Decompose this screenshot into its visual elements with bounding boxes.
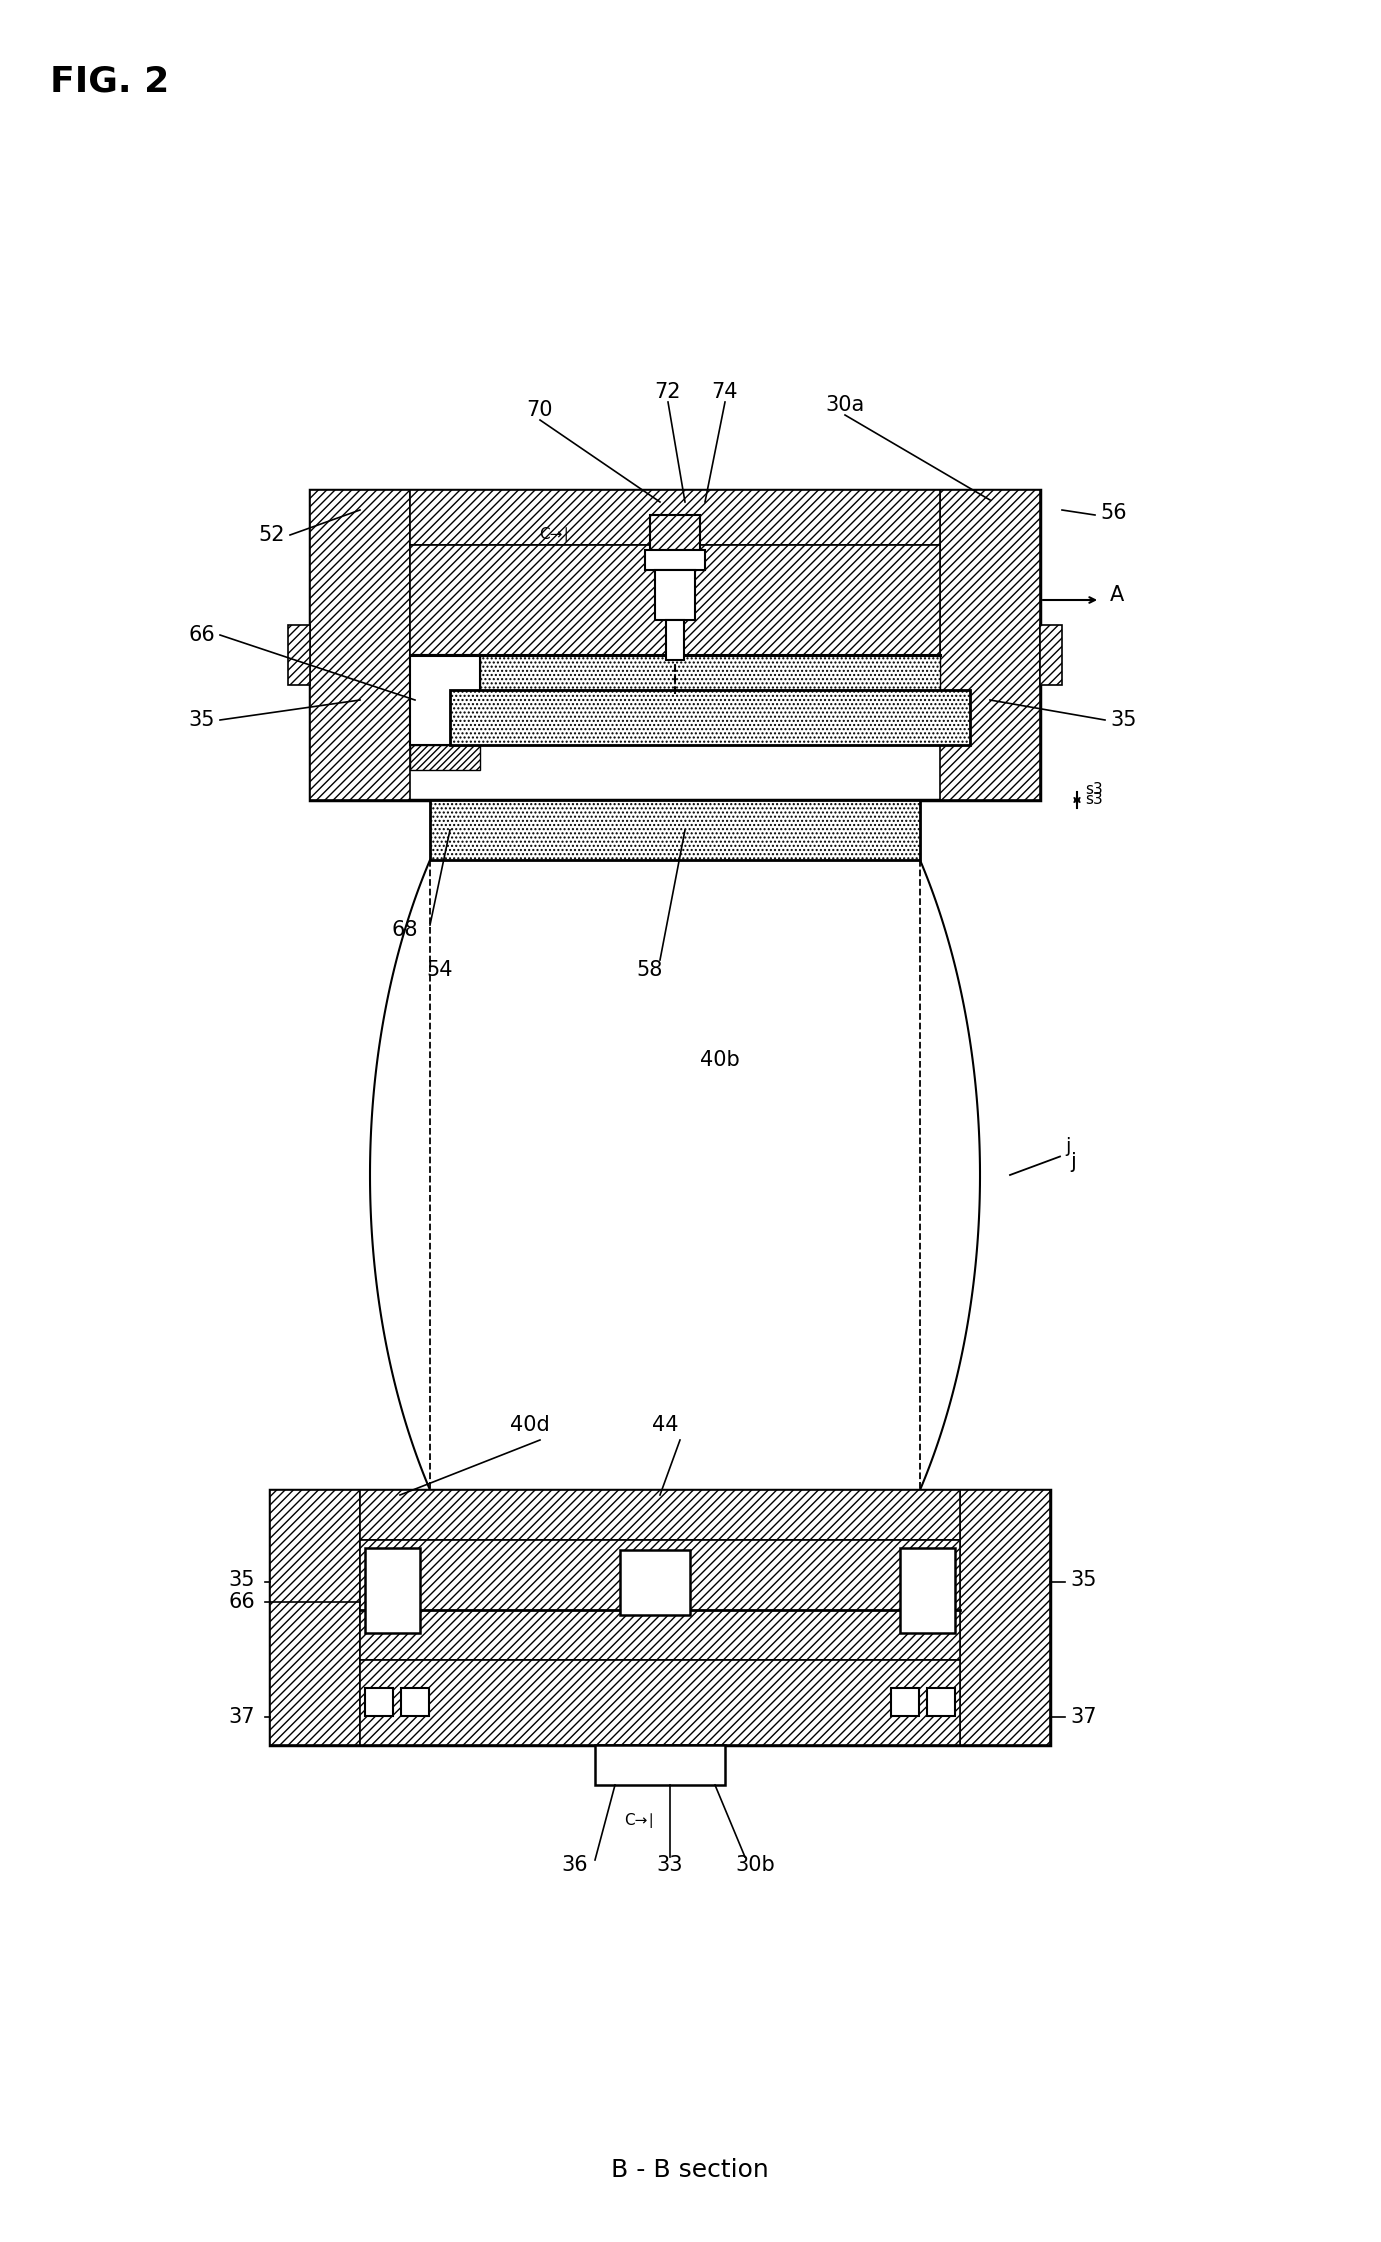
Bar bbox=[429, 800, 920, 861]
Text: 44: 44 bbox=[652, 1415, 678, 1435]
Text: 35: 35 bbox=[188, 711, 215, 731]
Text: s3: s3 bbox=[1085, 782, 1103, 796]
Text: 40d: 40d bbox=[510, 1415, 550, 1435]
Text: 68: 68 bbox=[392, 919, 418, 939]
Bar bbox=[620, 1549, 690, 1614]
Bar bbox=[410, 744, 481, 769]
Text: 40b: 40b bbox=[700, 1049, 740, 1069]
Text: 33: 33 bbox=[657, 1854, 684, 1874]
Bar bbox=[666, 621, 684, 659]
Bar bbox=[450, 691, 969, 744]
Text: 30b: 30b bbox=[735, 1854, 775, 1874]
Bar bbox=[940, 491, 1040, 800]
Bar bbox=[645, 549, 704, 569]
Bar bbox=[309, 491, 410, 800]
Bar bbox=[309, 491, 1040, 800]
Text: s3: s3 bbox=[1085, 791, 1103, 807]
Bar bbox=[360, 1540, 960, 1659]
Text: 74: 74 bbox=[711, 381, 739, 401]
Bar bbox=[400, 1688, 429, 1715]
Text: FIG. 2: FIG. 2 bbox=[50, 65, 170, 99]
Bar bbox=[655, 569, 695, 621]
Text: 37: 37 bbox=[228, 1706, 255, 1726]
Text: j: j bbox=[1065, 1137, 1070, 1157]
Text: C→∣: C→∣ bbox=[624, 1812, 656, 1827]
Bar bbox=[271, 1491, 1050, 1744]
Bar bbox=[360, 1491, 960, 1540]
Bar bbox=[365, 1547, 420, 1632]
Text: C→∣: C→∣ bbox=[540, 527, 570, 543]
Text: 54: 54 bbox=[427, 960, 453, 980]
Text: 58: 58 bbox=[637, 960, 663, 980]
Bar bbox=[410, 491, 940, 545]
Bar bbox=[891, 1688, 918, 1715]
Text: 35: 35 bbox=[228, 1569, 255, 1590]
Bar bbox=[410, 545, 940, 655]
Bar bbox=[900, 1547, 956, 1632]
Text: 70: 70 bbox=[526, 399, 554, 419]
Bar bbox=[595, 1744, 725, 1785]
Text: 36: 36 bbox=[562, 1854, 588, 1874]
Text: 66: 66 bbox=[188, 626, 215, 646]
Text: 56: 56 bbox=[1101, 502, 1127, 522]
Bar bbox=[271, 1491, 360, 1744]
Bar bbox=[960, 1491, 1050, 1744]
Text: 35: 35 bbox=[1110, 711, 1137, 731]
Text: 52: 52 bbox=[258, 525, 284, 545]
Bar bbox=[1040, 626, 1062, 686]
Bar bbox=[360, 1659, 960, 1744]
Bar bbox=[289, 626, 309, 686]
Text: 66: 66 bbox=[228, 1592, 255, 1612]
Text: 72: 72 bbox=[655, 381, 681, 401]
Bar bbox=[927, 1688, 956, 1715]
Text: j: j bbox=[1070, 1152, 1076, 1173]
Bar bbox=[450, 691, 969, 744]
Text: r∰50: r∰50 bbox=[725, 704, 766, 720]
Bar bbox=[650, 516, 700, 549]
Text: 37: 37 bbox=[1070, 1706, 1097, 1726]
Bar bbox=[429, 800, 920, 861]
Bar bbox=[365, 1688, 394, 1715]
Text: B - B section: B - B section bbox=[612, 2159, 769, 2181]
Bar bbox=[481, 655, 940, 691]
Text: 30a: 30a bbox=[826, 395, 865, 415]
Bar bbox=[410, 655, 481, 744]
Text: r∰50: r∰50 bbox=[685, 708, 726, 724]
Text: A: A bbox=[1110, 585, 1124, 605]
Text: 35: 35 bbox=[1070, 1569, 1097, 1590]
